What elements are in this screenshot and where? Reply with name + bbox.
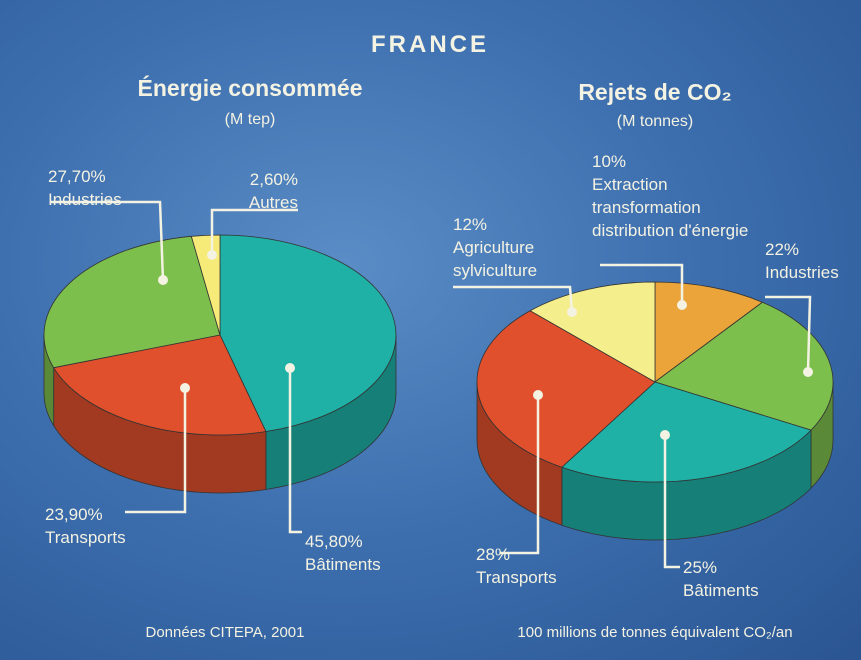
pie-slice (190, 234, 221, 336)
category-label: Transports (476, 568, 557, 587)
leader-line (453, 285, 574, 313)
pie-slice (219, 234, 397, 432)
leader-line (600, 263, 684, 305)
category-label: Transports (45, 528, 126, 547)
leader-line (500, 395, 540, 555)
value-label: 27,70% (48, 167, 106, 186)
page-title: FRANCE (371, 31, 489, 58)
leader-line (125, 388, 187, 514)
leader-line (288, 368, 302, 534)
leader-line (210, 208, 298, 255)
value-label: 25% (683, 558, 718, 577)
value-label: 28% (476, 545, 511, 564)
pie-slice (561, 381, 812, 483)
value-label: 2,60% (249, 170, 298, 189)
chart-subtitle: (M tonnes) (617, 113, 693, 130)
pie-slice (43, 235, 221, 369)
category-label: Industries (48, 190, 122, 209)
category-label: Autres (248, 193, 298, 212)
leader-dot (533, 390, 543, 400)
pie-slice (476, 310, 656, 468)
chart-subtitle: (M tep) (225, 111, 276, 128)
leader-line (765, 295, 812, 373)
category-label: Bâtiments (683, 581, 759, 600)
chart-title: Rejets de CO₂ (578, 79, 731, 105)
category-label: Extraction transformation distribution d… (592, 175, 749, 240)
leader-dot (567, 307, 577, 317)
category-label: Bâtiments (305, 555, 381, 574)
leader-dot (677, 300, 687, 310)
leader-line (50, 200, 165, 281)
value-label: 10% (592, 152, 627, 171)
value-label: 22% (765, 240, 800, 259)
leader-dot (285, 363, 295, 373)
leader-dot (660, 430, 670, 440)
leader-dot (180, 383, 190, 393)
pie-slice (53, 334, 267, 436)
leaders (50, 200, 813, 569)
chart-title: Énergie consommée (138, 74, 363, 101)
footer: Données CITEPA, 2001 (146, 624, 305, 641)
category-label: Agriculture sylviculture (453, 238, 538, 280)
value-label: 45,80% (305, 532, 363, 551)
footer: 100 millions de tonnes équivalent CO₂/an (517, 624, 792, 641)
value-label: 12% (453, 215, 488, 234)
leader-dot (803, 367, 813, 377)
pie-slice (529, 281, 656, 383)
leader-dot (158, 275, 168, 285)
leader-dot (207, 250, 217, 260)
leader-line (663, 435, 680, 569)
category-label: Industries (765, 263, 839, 282)
value-label: 23,90% (45, 505, 103, 524)
pie-slice (654, 301, 834, 431)
